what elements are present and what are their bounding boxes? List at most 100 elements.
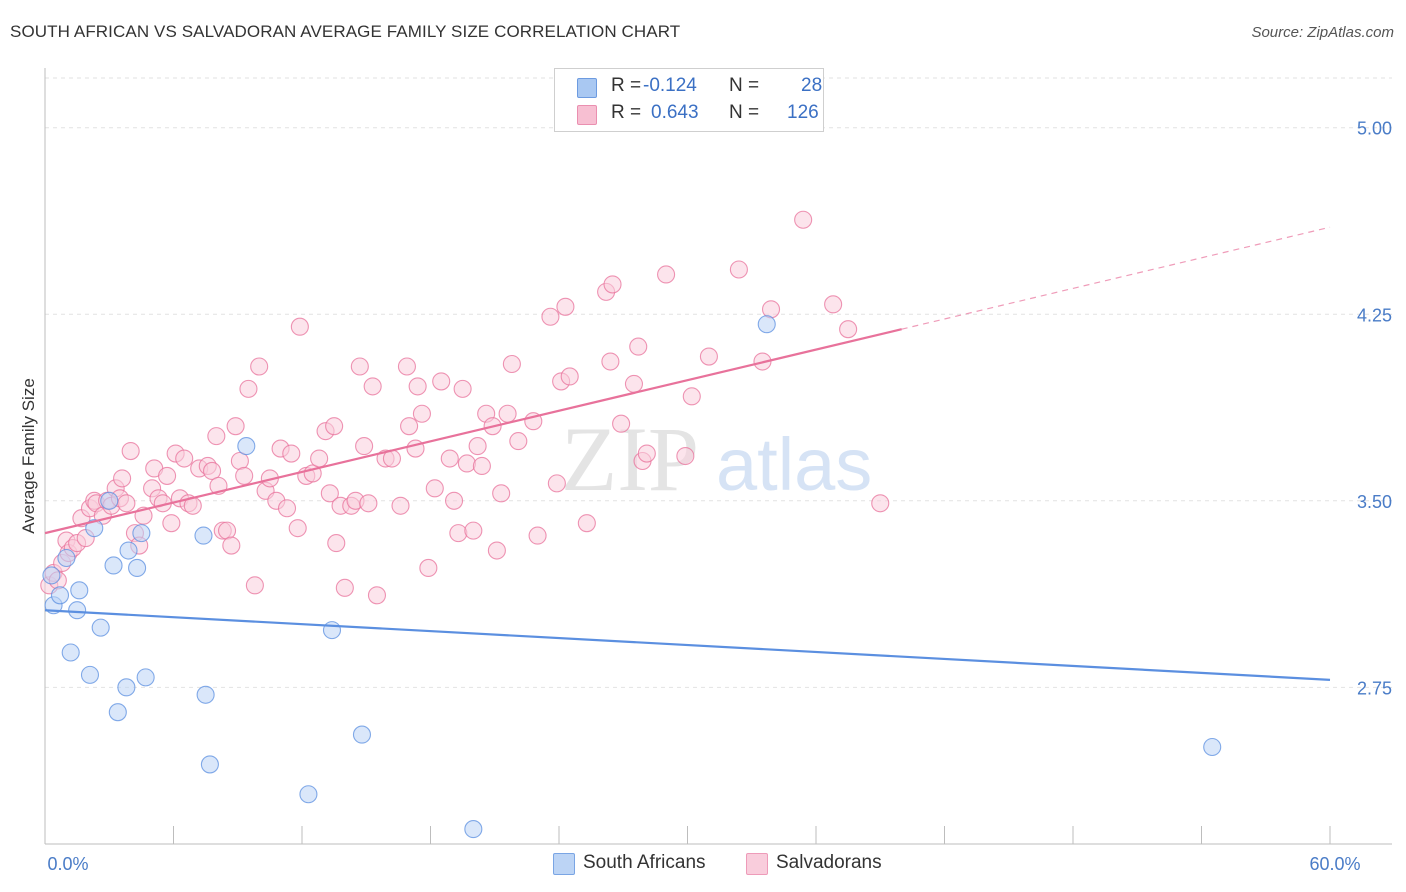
- point-salvadoran: [207, 427, 226, 446]
- point-salvadoran: [325, 417, 344, 436]
- legend-n-value: 28: [801, 75, 823, 96]
- axes: [44, 68, 1392, 845]
- trend-line-south-africans: [44, 609, 1331, 681]
- point-salvadoran: [226, 417, 245, 436]
- point-south-african: [200, 755, 219, 774]
- legend-swatch-south-africans: [577, 78, 597, 98]
- point-salvadoran: [245, 576, 264, 595]
- point-south-african: [61, 643, 80, 662]
- point-salvadoran: [871, 494, 890, 513]
- point-salvadoran: [629, 337, 648, 356]
- point-salvadoran: [355, 437, 374, 456]
- point-salvadoran: [682, 387, 701, 406]
- point-salvadoran: [408, 377, 427, 396]
- y-axis-label: Average Family Size: [19, 378, 38, 534]
- point-salvadoran: [203, 461, 222, 480]
- point-salvadoran: [310, 449, 329, 468]
- point-south-african: [464, 820, 483, 839]
- point-south-african: [85, 519, 104, 538]
- point-salvadoran: [222, 536, 241, 555]
- point-south-african: [104, 556, 123, 575]
- point-salvadoran: [502, 354, 521, 374]
- legend-r-label: R =: [611, 102, 642, 123]
- point-south-african: [196, 685, 215, 704]
- point-salvadoran: [235, 466, 254, 485]
- point-salvadoran: [327, 534, 346, 553]
- point-salvadoran: [601, 352, 620, 371]
- point-salvadoran: [239, 379, 258, 398]
- point-salvadoran: [637, 444, 656, 463]
- y-tick-label: 2.75: [1357, 678, 1392, 698]
- point-salvadoran: [547, 474, 566, 493]
- y-tick-label: 5.00: [1357, 119, 1392, 139]
- point-salvadoran: [425, 479, 444, 498]
- point-south-african: [117, 678, 136, 697]
- legend-r-label: R =: [611, 75, 642, 96]
- point-salvadoran: [363, 377, 382, 396]
- point-south-african: [108, 703, 127, 722]
- point-salvadoran: [367, 586, 387, 605]
- watermark-atlas: atlas: [716, 423, 872, 506]
- point-salvadoran: [729, 260, 748, 279]
- bottom-legend-label: South Africans: [583, 852, 706, 873]
- point-salvadoran: [560, 367, 579, 386]
- x-tick-label: 60.0%: [1309, 854, 1360, 874]
- point-salvadoran: [657, 265, 676, 284]
- point-south-african: [194, 526, 213, 545]
- point-salvadoran: [556, 297, 575, 316]
- point-salvadoran: [472, 456, 491, 476]
- chart-title: SOUTH AFRICAN VS SALVADORAN AVERAGE FAMI…: [10, 22, 681, 41]
- point-salvadoran: [277, 499, 297, 518]
- point-south-african: [1203, 737, 1222, 757]
- point-salvadoran: [419, 558, 438, 577]
- y-tick-label: 3.50: [1357, 492, 1392, 512]
- point-south-african: [57, 548, 76, 568]
- point-salvadoran: [839, 320, 858, 339]
- point-south-african: [42, 566, 61, 585]
- legend-r-value: 0.643: [651, 102, 699, 123]
- x-tick-label: 0.0%: [47, 854, 88, 874]
- point-salvadoran: [468, 437, 487, 456]
- legend-r-value: -0.124: [643, 75, 697, 96]
- point-salvadoran: [541, 307, 560, 326]
- point-south-african: [128, 558, 147, 577]
- point-salvadoran: [603, 275, 622, 294]
- point-salvadoran: [457, 454, 476, 473]
- point-south-african: [100, 491, 119, 510]
- point-salvadoran: [121, 442, 140, 461]
- point-salvadoran: [350, 357, 369, 376]
- bottom-legend-swatch-salvadorans: [746, 853, 768, 875]
- trend-lines: [44, 226, 1331, 681]
- point-salvadoran: [498, 404, 517, 423]
- point-salvadoran: [487, 541, 506, 560]
- point-salvadoran: [761, 300, 781, 319]
- point-salvadoran: [453, 379, 472, 398]
- tick-labels: 2.75 3.50 4.25 5.00 0.0% 60.0%: [47, 119, 1392, 874]
- point-south-african: [132, 524, 151, 543]
- point-salvadoran: [400, 417, 419, 436]
- point-salvadoran: [217, 521, 237, 540]
- point-south-african: [91, 618, 110, 637]
- point-salvadoran: [528, 526, 547, 545]
- point-salvadoran: [290, 317, 309, 336]
- point-salvadoran: [509, 432, 528, 451]
- point-salvadoran: [699, 347, 718, 366]
- point-south-african: [136, 668, 155, 687]
- point-south-african: [68, 601, 87, 620]
- point-salvadoran: [432, 372, 451, 391]
- point-salvadoran: [676, 446, 695, 466]
- point-salvadoran: [158, 466, 177, 485]
- point-south-african: [299, 785, 318, 804]
- point-salvadoran: [412, 404, 431, 423]
- point-salvadoran: [794, 210, 813, 229]
- point-salvadoran: [250, 357, 269, 376]
- trend-line-salvadorans: [44, 328, 902, 535]
- point-south-african: [237, 437, 256, 456]
- legend-n-value: 126: [787, 102, 819, 123]
- point-salvadoran: [624, 374, 644, 393]
- point-salvadoran: [464, 521, 483, 540]
- legend-n-label: N =: [729, 75, 760, 96]
- point-salvadoran: [492, 484, 511, 503]
- point-salvadoran: [282, 444, 301, 463]
